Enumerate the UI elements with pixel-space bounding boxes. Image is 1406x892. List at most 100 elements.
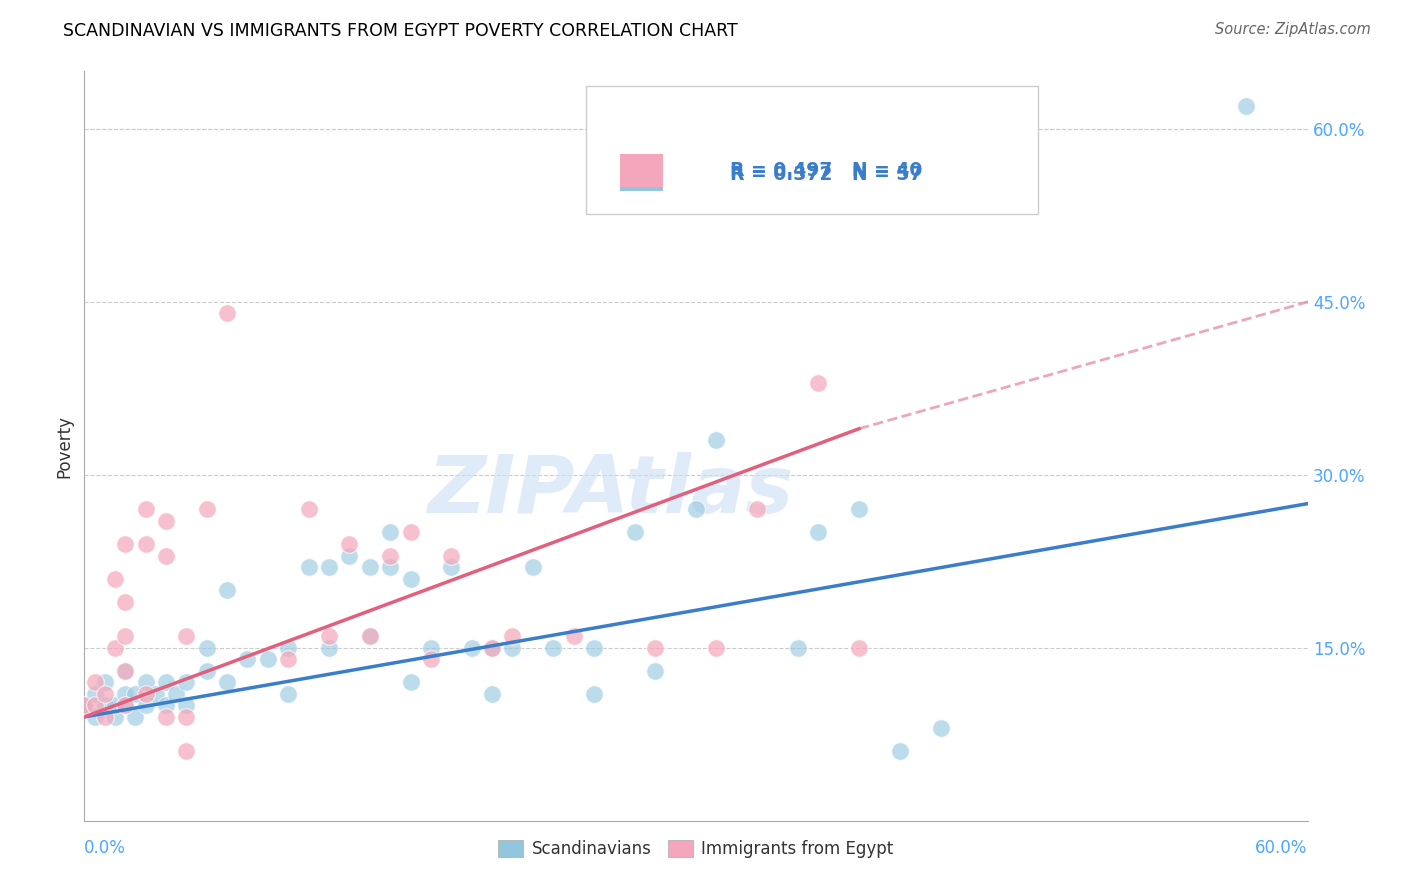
Point — [83, 675, 105, 690]
Point — [73, 698, 96, 713]
Text: R = 0.372   N = 57: R = 0.372 N = 57 — [730, 165, 922, 184]
Legend: Scandinavians, Immigrants from Egypt: Scandinavians, Immigrants from Egypt — [492, 833, 900, 864]
Point — [706, 434, 728, 448]
Point — [83, 710, 105, 724]
Point — [502, 629, 524, 643]
FancyBboxPatch shape — [620, 158, 664, 191]
Point — [277, 687, 299, 701]
Point — [217, 583, 239, 598]
Point — [399, 675, 422, 690]
Y-axis label: Poverty: Poverty — [55, 415, 73, 477]
Point — [73, 698, 96, 713]
Point — [440, 560, 463, 574]
Point — [114, 698, 136, 713]
Point — [1236, 99, 1258, 113]
Point — [174, 710, 197, 724]
Point — [298, 502, 321, 516]
Point — [848, 640, 870, 655]
Point — [155, 710, 177, 724]
Text: Source: ZipAtlas.com: Source: ZipAtlas.com — [1215, 22, 1371, 37]
Point — [174, 629, 197, 643]
Point — [380, 560, 402, 574]
Point — [807, 525, 830, 540]
Point — [481, 640, 503, 655]
Point — [644, 664, 666, 678]
Point — [93, 675, 115, 690]
Point — [155, 514, 177, 528]
Point — [135, 502, 157, 516]
Point — [195, 640, 218, 655]
Text: 0.0%: 0.0% — [84, 839, 127, 857]
Point — [195, 502, 218, 516]
Point — [165, 687, 187, 701]
FancyBboxPatch shape — [620, 153, 664, 187]
Text: ZIPAtlas: ZIPAtlas — [427, 452, 793, 530]
Point — [104, 640, 127, 655]
Text: R = 0.497   N = 40: R = 0.497 N = 40 — [730, 161, 922, 180]
Point — [217, 306, 239, 320]
Point — [236, 652, 259, 666]
Point — [747, 502, 769, 516]
Point — [257, 652, 280, 666]
Point — [685, 502, 707, 516]
Point — [83, 687, 105, 701]
Point — [318, 640, 340, 655]
Point — [318, 560, 340, 574]
Point — [543, 640, 565, 655]
Point — [399, 572, 422, 586]
Point — [481, 687, 503, 701]
Point — [83, 698, 105, 713]
Point — [114, 629, 136, 643]
Point — [195, 664, 218, 678]
Point — [124, 710, 146, 724]
Point — [174, 698, 197, 713]
FancyBboxPatch shape — [586, 87, 1039, 214]
Point — [104, 572, 127, 586]
Point — [380, 525, 402, 540]
Point — [104, 710, 127, 724]
Point — [155, 549, 177, 563]
Text: SCANDINAVIAN VS IMMIGRANTS FROM EGYPT POVERTY CORRELATION CHART: SCANDINAVIAN VS IMMIGRANTS FROM EGYPT PO… — [63, 22, 738, 40]
Point — [135, 675, 157, 690]
Point — [624, 525, 647, 540]
Point — [562, 629, 585, 643]
Point — [339, 549, 361, 563]
Point — [380, 549, 402, 563]
Point — [359, 629, 381, 643]
Point — [807, 376, 830, 390]
Point — [135, 687, 157, 701]
Point — [359, 560, 381, 574]
Point — [583, 687, 606, 701]
Point — [298, 560, 321, 574]
Point — [93, 687, 115, 701]
Point — [644, 640, 666, 655]
Point — [135, 537, 157, 551]
Point — [93, 698, 115, 713]
Point — [145, 687, 167, 701]
Point — [174, 675, 197, 690]
Point — [217, 675, 239, 690]
Point — [93, 710, 115, 724]
Point — [104, 698, 127, 713]
Point — [114, 537, 136, 551]
Point — [583, 640, 606, 655]
Point — [929, 722, 952, 736]
Point — [889, 744, 911, 758]
Point — [399, 525, 422, 540]
Point — [124, 687, 146, 701]
Point — [114, 687, 136, 701]
Point — [155, 675, 177, 690]
Point — [339, 537, 361, 551]
Point — [481, 640, 503, 655]
Point — [706, 640, 728, 655]
Point — [787, 640, 810, 655]
Point — [420, 640, 443, 655]
Point — [359, 629, 381, 643]
Point — [318, 629, 340, 643]
Point — [114, 664, 136, 678]
Point — [135, 698, 157, 713]
Text: 60.0%: 60.0% — [1256, 839, 1308, 857]
Point — [461, 640, 484, 655]
Point — [277, 652, 299, 666]
Point — [114, 594, 136, 608]
